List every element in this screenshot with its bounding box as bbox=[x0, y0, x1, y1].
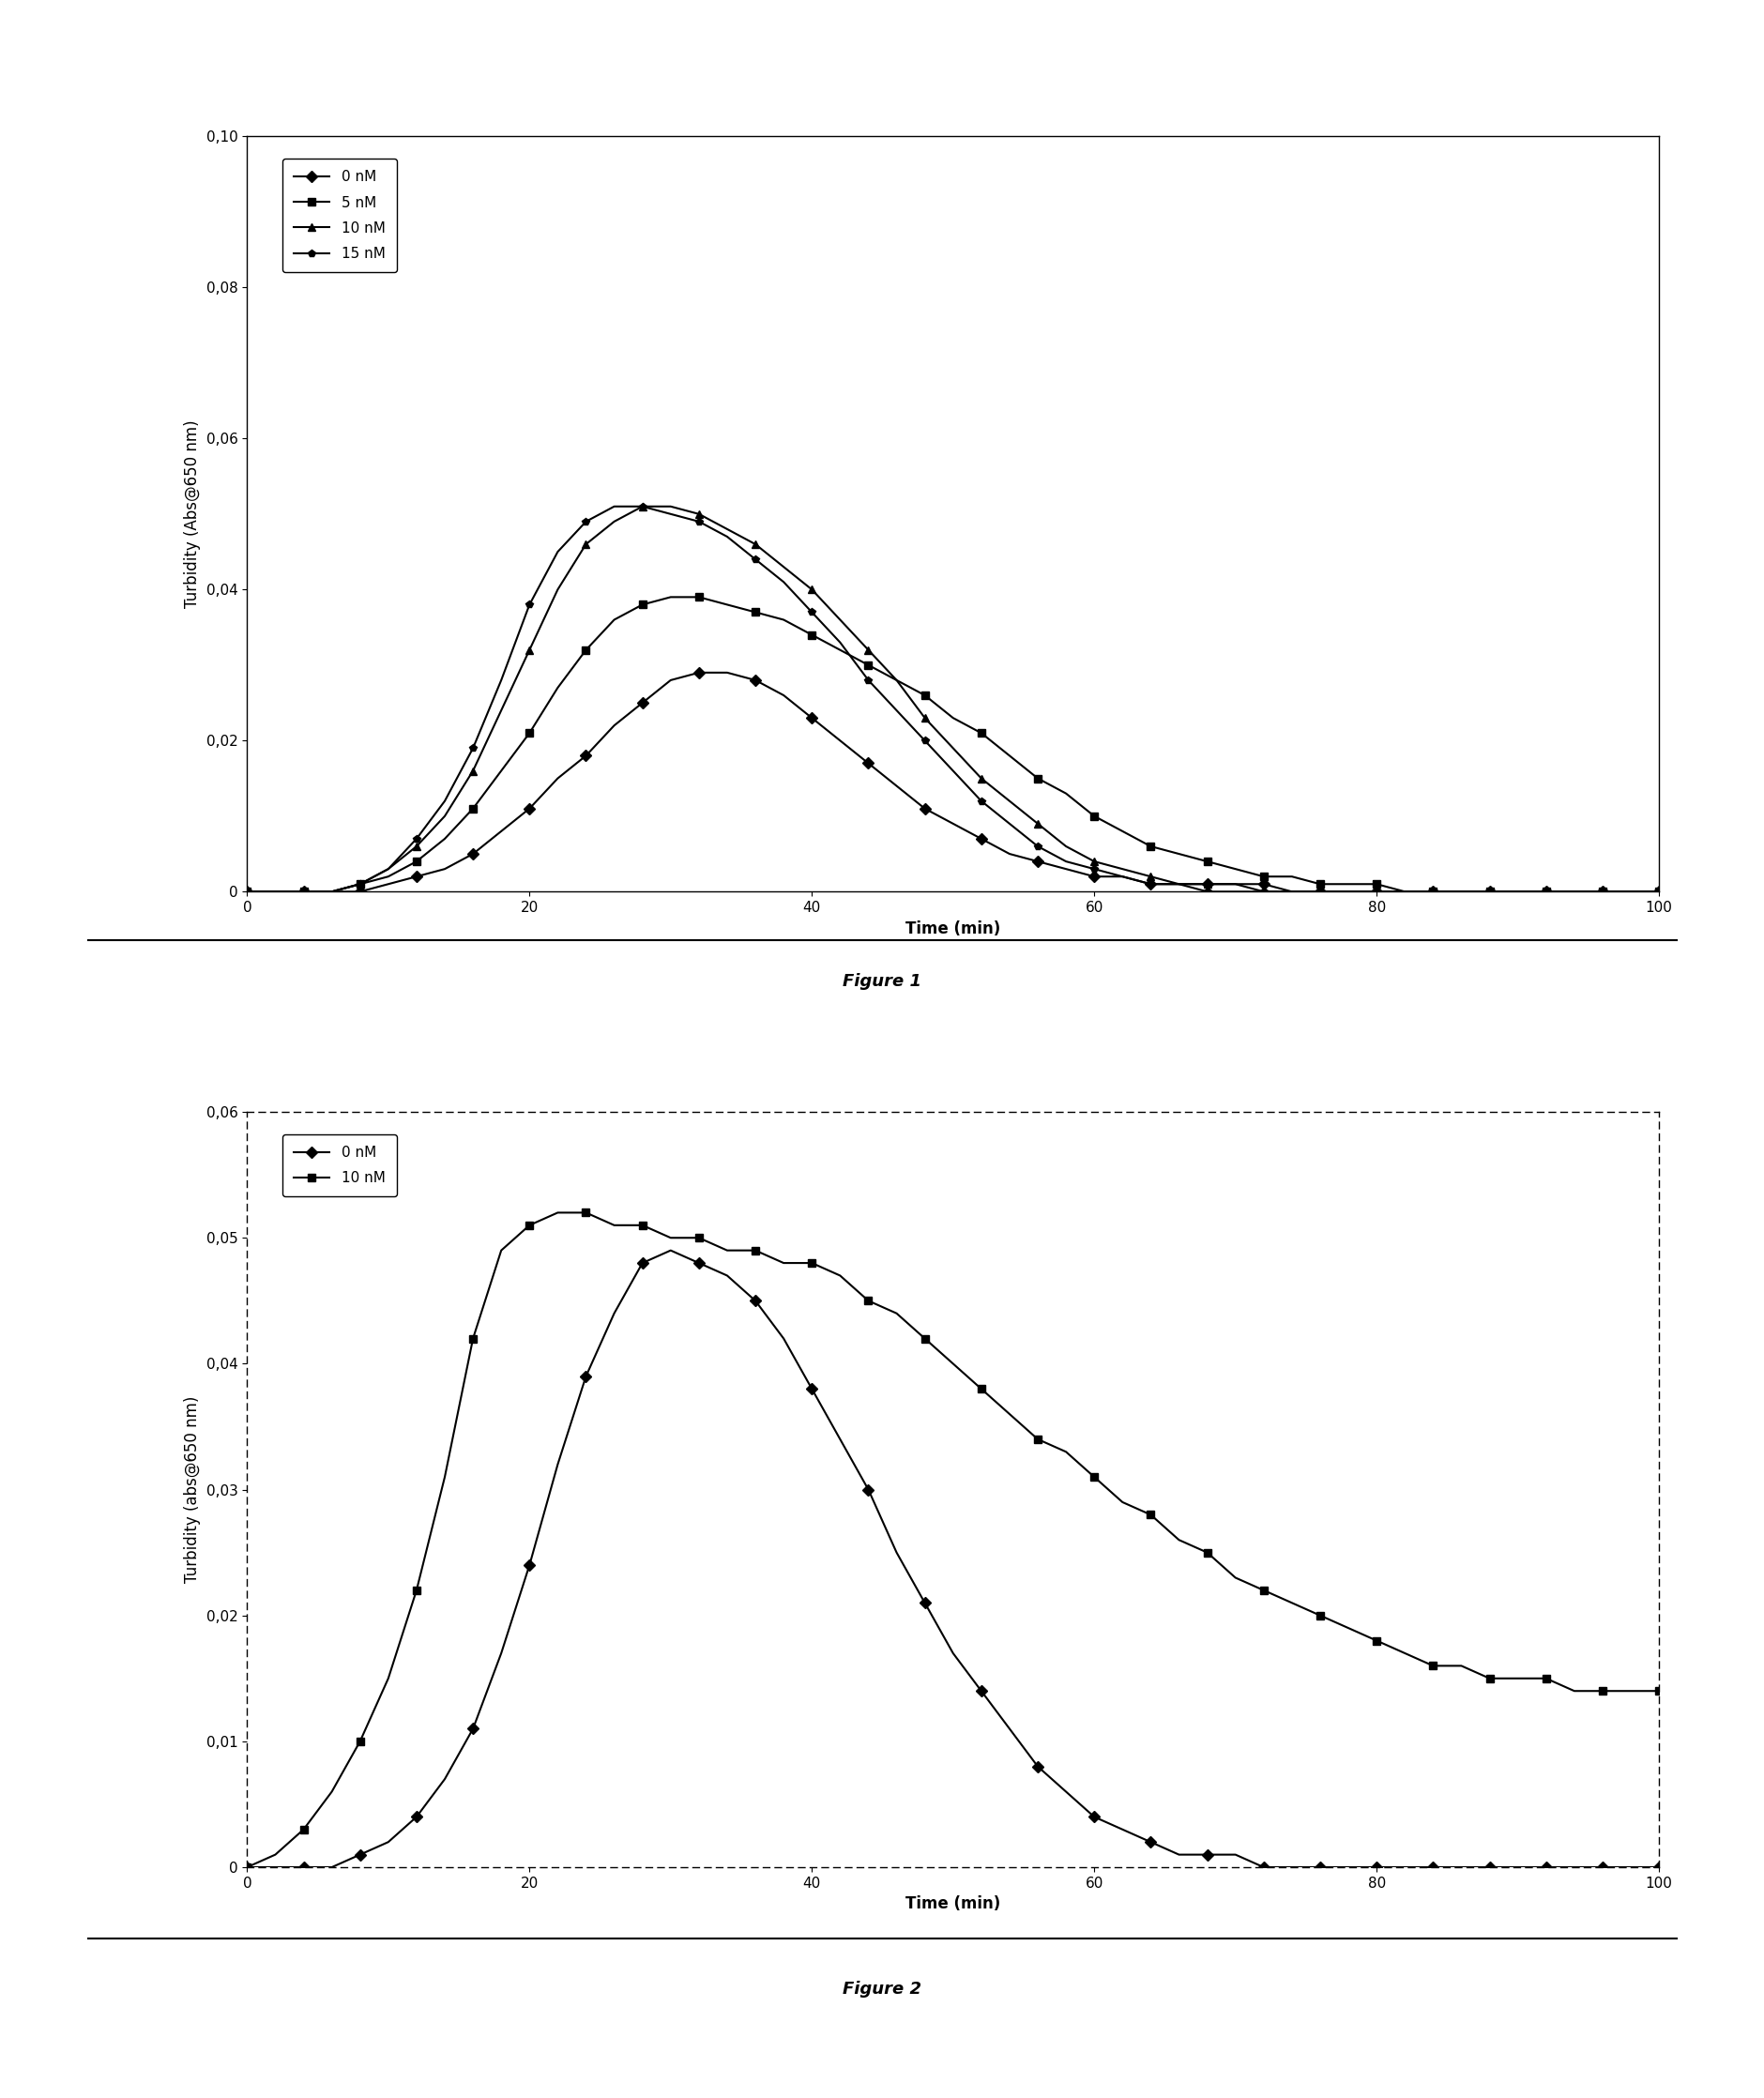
5 nM bbox=[688, 585, 709, 611]
X-axis label: Time (min): Time (min) bbox=[905, 921, 1000, 938]
10 nM bbox=[547, 577, 568, 602]
15 nM bbox=[1281, 879, 1302, 904]
0 nM bbox=[547, 766, 568, 791]
Legend: 0 nM, 10 nM: 0 nM, 10 nM bbox=[282, 1135, 397, 1196]
X-axis label: Time (min): Time (min) bbox=[905, 1897, 1000, 1913]
Line: 10 nM: 10 nM bbox=[243, 504, 1662, 896]
Y-axis label: Turbidity (abs@650 nm): Turbidity (abs@650 nm) bbox=[183, 1395, 201, 1584]
0 nM bbox=[236, 879, 258, 904]
Legend: 0 nM, 5 nM, 10 nM, 15 nM: 0 nM, 5 nM, 10 nM, 15 nM bbox=[282, 159, 397, 273]
Line: 15 nM: 15 nM bbox=[243, 504, 1662, 896]
5 nM bbox=[660, 585, 681, 611]
0 nM bbox=[660, 667, 681, 692]
5 nM bbox=[1196, 850, 1217, 875]
10 nM bbox=[236, 879, 258, 904]
10 nM bbox=[1619, 1678, 1641, 1704]
5 nM bbox=[1619, 879, 1641, 904]
0 nM bbox=[1648, 1855, 1669, 1880]
0 nM bbox=[716, 1263, 737, 1288]
10 nM bbox=[575, 1200, 596, 1225]
5 nM bbox=[236, 879, 258, 904]
10 nM bbox=[688, 501, 709, 527]
15 nM bbox=[1196, 879, 1217, 904]
Y-axis label: Turbidity (Abs@650 nm): Turbidity (Abs@650 nm) bbox=[183, 420, 201, 608]
0 nM bbox=[660, 1238, 681, 1263]
5 nM bbox=[547, 676, 568, 701]
0 nM bbox=[688, 661, 709, 686]
5 nM bbox=[1281, 864, 1302, 890]
Text: Figure 1: Figure 1 bbox=[843, 973, 921, 990]
15 nM bbox=[603, 493, 624, 518]
10 nM bbox=[1281, 879, 1302, 904]
0 nM bbox=[547, 1452, 568, 1477]
10 nM bbox=[632, 493, 653, 518]
Line: 0 nM: 0 nM bbox=[243, 669, 1662, 896]
0 nM bbox=[1196, 871, 1217, 896]
10 nM bbox=[688, 1225, 709, 1250]
15 nM bbox=[547, 539, 568, 564]
5 nM bbox=[1648, 879, 1669, 904]
15 nM bbox=[688, 510, 709, 535]
10 nM bbox=[716, 1238, 737, 1263]
Line: 0 nM: 0 nM bbox=[243, 1246, 1662, 1871]
5 nM bbox=[716, 592, 737, 617]
10 nM bbox=[1648, 879, 1669, 904]
10 nM bbox=[1619, 879, 1641, 904]
0 nM bbox=[236, 1855, 258, 1880]
10 nM bbox=[1196, 1540, 1217, 1565]
0 nM bbox=[1196, 1842, 1217, 1867]
0 nM bbox=[716, 661, 737, 686]
15 nM bbox=[716, 524, 737, 550]
10 nM bbox=[547, 1200, 568, 1225]
Text: Figure 2: Figure 2 bbox=[843, 1981, 921, 1997]
15 nM bbox=[236, 879, 258, 904]
15 nM bbox=[1619, 879, 1641, 904]
0 nM bbox=[1619, 879, 1641, 904]
10 nM bbox=[1196, 871, 1217, 896]
0 nM bbox=[1648, 879, 1669, 904]
10 nM bbox=[1281, 1590, 1302, 1615]
Line: 10 nM: 10 nM bbox=[243, 1208, 1662, 1871]
0 nM bbox=[1619, 1855, 1641, 1880]
0 nM bbox=[1281, 1855, 1302, 1880]
15 nM bbox=[1648, 879, 1669, 904]
10 nM bbox=[1648, 1678, 1669, 1704]
Line: 5 nM: 5 nM bbox=[243, 594, 1662, 896]
10 nM bbox=[716, 516, 737, 541]
0 nM bbox=[688, 1250, 709, 1276]
10 nM bbox=[236, 1855, 258, 1880]
0 nM bbox=[1281, 879, 1302, 904]
